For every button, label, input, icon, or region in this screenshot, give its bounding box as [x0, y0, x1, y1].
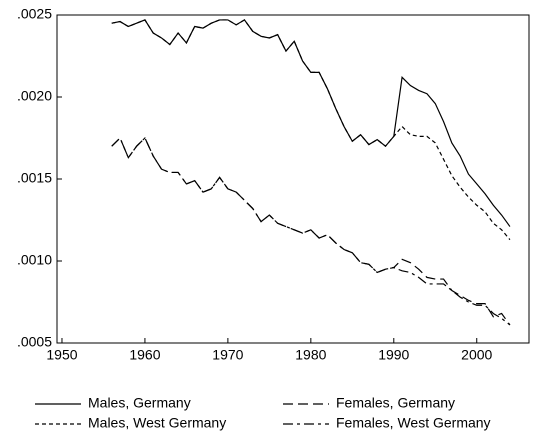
legend-label: Females, Germany	[336, 395, 455, 411]
y-tick-label: .0025	[17, 6, 52, 22]
x-tick-label: 2000	[461, 347, 492, 363]
x-tick-label: 1960	[129, 347, 160, 363]
legend-label: Females, West Germany	[336, 415, 491, 431]
x-tick-label: 1990	[378, 347, 409, 363]
x-tick-label: 1950	[46, 347, 77, 363]
x-tick-label: 1980	[295, 347, 326, 363]
legend-label: Males, Germany	[88, 395, 191, 411]
series-line	[111, 136, 511, 326]
series-line	[111, 19, 511, 227]
x-tick-label: 1970	[212, 347, 243, 363]
series-line	[111, 19, 511, 241]
y-tick-label: .0010	[17, 252, 52, 268]
series-line	[111, 136, 511, 326]
legend-label: Males, West Germany	[88, 415, 226, 431]
y-tick-label: .0015	[17, 170, 52, 186]
y-tick-label: .0020	[17, 88, 52, 104]
y-tick-label: .0005	[17, 334, 52, 350]
